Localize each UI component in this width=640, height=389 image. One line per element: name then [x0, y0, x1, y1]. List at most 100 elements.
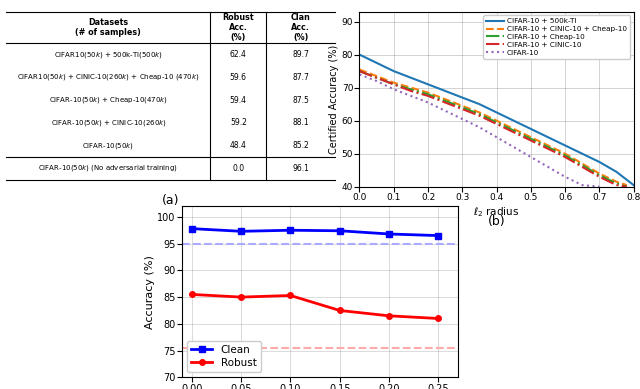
Text: 87.5: 87.5: [292, 96, 309, 105]
Line: CIFAR-10: CIFAR-10: [360, 74, 599, 187]
CIFAR-10: [476, 125, 483, 130]
Robust: [336, 308, 344, 313]
CIFAR-10 + Cheap-10: [424, 92, 432, 96]
CIFAR-10 + Cheap-10: [390, 82, 397, 87]
CIFAR-10 + CINIC-10 + Cheap-10: [476, 110, 483, 115]
CIFAR-10 + 500k-TI: [390, 69, 397, 74]
CIFAR-10 + Cheap-10: [612, 181, 620, 186]
Text: (a): (a): [162, 194, 180, 207]
Text: CIFAR-10($\it{50k}$) + CINIC-10($\it{260k}$): CIFAR-10($\it{50k}$) + CINIC-10($\it{260…: [51, 118, 166, 128]
CIFAR-10 + CINIC-10 + Cheap-10: [595, 171, 603, 176]
CIFAR-10 + Cheap-10: [493, 120, 500, 124]
CIFAR-10 + CINIC-10: [623, 184, 630, 189]
CIFAR-10 + CINIC-10: [442, 100, 449, 105]
Text: 59.4: 59.4: [230, 96, 247, 105]
CIFAR-10 + 500k-TI: [458, 95, 466, 100]
CIFAR-10 + CINIC-10 + Cheap-10: [356, 67, 364, 72]
CIFAR-10 + CINIC-10: [544, 146, 552, 151]
Text: CIFAR10($\it{50k}$) + 500k-TI($\it{500k}$): CIFAR10($\it{50k}$) + 500k-TI($\it{500k}…: [54, 49, 163, 60]
CIFAR-10 + CINIC-10 + Cheap-10: [493, 118, 500, 123]
Text: Datasets
(# of samples): Datasets (# of samples): [76, 18, 141, 37]
Text: CIFAR-10($\it{50k}$) + Cheap-10($\it{470k}$): CIFAR-10($\it{50k}$) + Cheap-10($\it{470…: [49, 95, 168, 105]
Text: 88.1: 88.1: [292, 118, 309, 127]
Clean: [188, 226, 196, 231]
CIFAR-10 + 500k-TI: [630, 183, 637, 187]
Clean: [385, 232, 393, 237]
CIFAR-10 + CINIC-10: [372, 75, 380, 80]
CIFAR-10 + Cheap-10: [372, 75, 380, 80]
Text: 62.4: 62.4: [230, 50, 247, 59]
CIFAR-10: [510, 145, 518, 149]
CIFAR-10: [424, 100, 432, 105]
CIFAR-10 + 500k-TI: [356, 52, 364, 57]
CIFAR-10 + Cheap-10: [595, 173, 603, 177]
CIFAR-10: [527, 155, 534, 159]
CIFAR-10 + Cheap-10: [527, 137, 534, 141]
CIFAR-10 + CINIC-10 + Cheap-10: [442, 97, 449, 102]
Legend: Clean, Robust: Clean, Robust: [188, 341, 260, 372]
CIFAR-10 + Cheap-10: [579, 163, 586, 168]
Line: CIFAR-10 + CINIC-10 + Cheap-10: CIFAR-10 + CINIC-10 + Cheap-10: [360, 70, 627, 185]
CIFAR-10 + CINIC-10: [612, 183, 620, 187]
Clean: [336, 228, 344, 233]
CIFAR-10 + CINIC-10 + Cheap-10: [407, 85, 415, 90]
CIFAR-10: [458, 117, 466, 121]
Y-axis label: Certified Accuracy (%): Certified Accuracy (%): [329, 45, 339, 154]
CIFAR-10 + 500k-TI: [561, 143, 569, 148]
Text: 96.1: 96.1: [292, 164, 309, 173]
CIFAR-10 + CINIC-10: [407, 89, 415, 93]
CIFAR-10 + CINIC-10 + Cheap-10: [561, 151, 569, 156]
Text: 48.4: 48.4: [230, 141, 247, 150]
X-axis label: $\ell_2$ radius: $\ell_2$ radius: [474, 205, 520, 219]
CIFAR-10 + CINIC-10: [458, 107, 466, 111]
Robust: [188, 292, 196, 297]
CIFAR-10 + CINIC-10 + Cheap-10: [510, 126, 518, 131]
CIFAR-10 + Cheap-10: [544, 145, 552, 149]
CIFAR-10 + CINIC-10 + Cheap-10: [458, 103, 466, 108]
Text: (b): (b): [488, 215, 506, 228]
CIFAR-10 + CINIC-10: [476, 113, 483, 118]
CIFAR-10: [390, 87, 397, 92]
CIFAR-10 + Cheap-10: [476, 112, 483, 116]
Text: Robust
Acc.
(%): Robust Acc. (%): [223, 12, 254, 42]
CIFAR-10: [579, 183, 586, 187]
CIFAR-10 + 500k-TI: [612, 170, 620, 174]
CIFAR-10 + Cheap-10: [561, 153, 569, 158]
CIFAR-10 + 500k-TI: [493, 110, 500, 115]
CIFAR-10 + CINIC-10: [493, 122, 500, 126]
CIFAR-10 + 500k-TI: [476, 102, 483, 107]
Line: CIFAR-10 + CINIC-10: CIFAR-10 + CINIC-10: [360, 71, 627, 187]
CIFAR-10 + 500k-TI: [407, 75, 415, 80]
CIFAR-10 + 500k-TI: [595, 159, 603, 164]
CIFAR-10: [595, 184, 603, 189]
CIFAR-10 + CINIC-10 + Cheap-10: [424, 90, 432, 95]
CIFAR-10 + CINIC-10 + Cheap-10: [612, 179, 620, 184]
Text: CIFAR10($\it{50k}$) + CINIC-10($\it{260k}$) + Cheap-10 ($\it{470k}$): CIFAR10($\it{50k}$) + CINIC-10($\it{260k…: [17, 72, 200, 82]
Robust: [435, 316, 442, 321]
CIFAR-10 + CINIC-10: [390, 82, 397, 87]
CIFAR-10: [372, 79, 380, 83]
CIFAR-10: [493, 135, 500, 140]
CIFAR-10 + 500k-TI: [579, 151, 586, 156]
CIFAR-10: [442, 109, 449, 113]
Text: 87.7: 87.7: [292, 73, 309, 82]
CIFAR-10 + CINIC-10: [561, 155, 569, 159]
Y-axis label: Accuracy (%): Accuracy (%): [145, 255, 155, 329]
Legend: CIFAR-10 + 500k-TI, CIFAR-10 + CINIC-10 + Cheap-10, CIFAR-10 + Cheap-10, CIFAR-1: CIFAR-10 + 500k-TI, CIFAR-10 + CINIC-10 …: [483, 15, 630, 59]
Line: CIFAR-10 + Cheap-10: CIFAR-10 + Cheap-10: [360, 71, 627, 187]
CIFAR-10 + CINIC-10 + Cheap-10: [544, 143, 552, 148]
CIFAR-10 + CINIC-10: [579, 165, 586, 169]
Robust: [287, 293, 294, 298]
CIFAR-10 + Cheap-10: [510, 128, 518, 133]
Text: CIFAR-10($\it{50k}$) (No adversarial training): CIFAR-10($\it{50k}$) (No adversarial tra…: [38, 163, 179, 173]
CIFAR-10 + Cheap-10: [458, 105, 466, 110]
CIFAR-10 + 500k-TI: [372, 61, 380, 65]
CIFAR-10 + 500k-TI: [442, 89, 449, 93]
Text: 89.7: 89.7: [292, 50, 309, 59]
CIFAR-10 + CINIC-10: [424, 94, 432, 98]
CIFAR-10 + CINIC-10 + Cheap-10: [527, 135, 534, 140]
CIFAR-10: [561, 175, 569, 179]
Robust: [385, 314, 393, 318]
Clean: [287, 228, 294, 233]
CIFAR-10 + CINIC-10 + Cheap-10: [390, 81, 397, 85]
